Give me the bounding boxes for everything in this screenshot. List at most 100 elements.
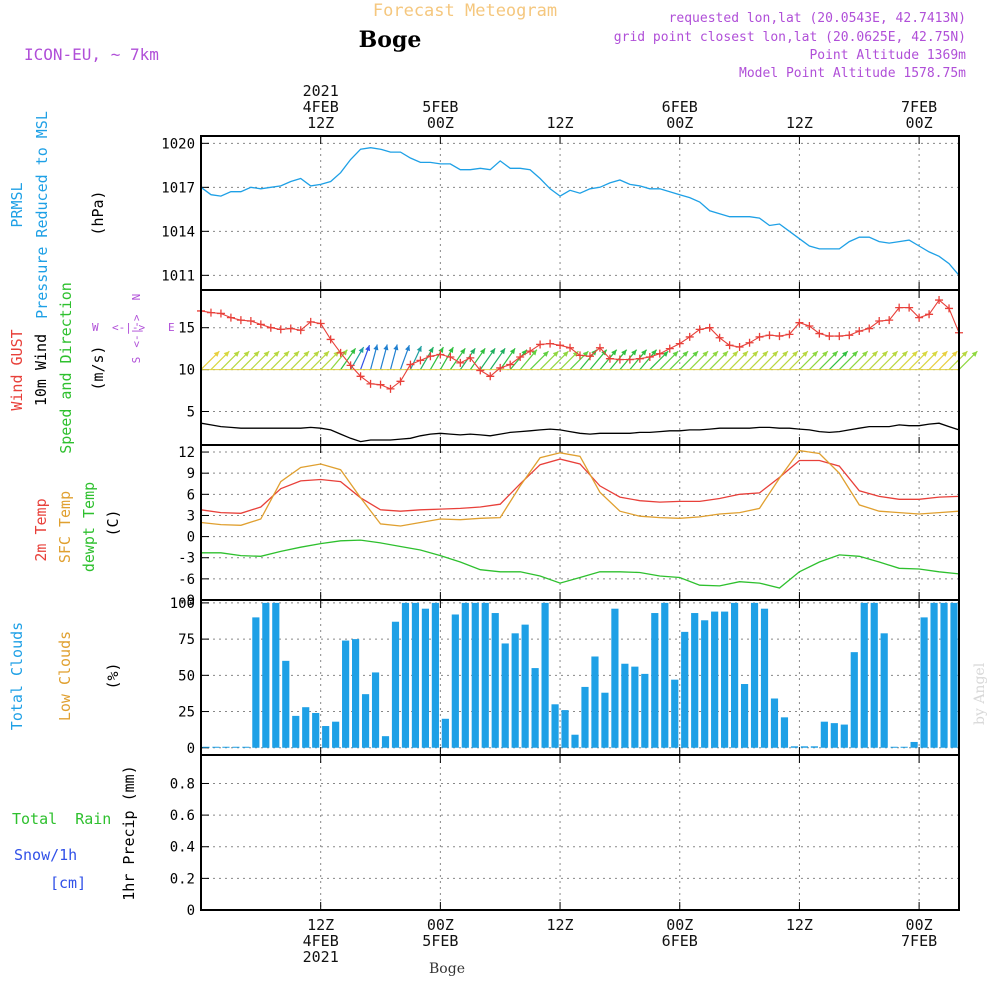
wind-arrowhead — [542, 351, 549, 357]
time-tick-label: 00Z — [906, 916, 933, 934]
gust-marker — [306, 317, 315, 326]
gust-marker — [386, 384, 395, 393]
cloud-bar — [391, 621, 400, 748]
wind-arrowhead — [852, 351, 858, 357]
wind-arrowhead — [832, 351, 838, 357]
panel-4: 0 0.2 0.4 0.6 0.8 — [170, 755, 959, 919]
snow-label: Snow/1h — [14, 846, 77, 864]
y-tick-label: 0 — [187, 530, 195, 546]
cloud-bar — [800, 746, 808, 748]
wind-unit: (m/s) — [89, 345, 107, 390]
cloud-bar — [790, 746, 799, 748]
gridpoint-coords: grid point closest lon,lat (20.0625E, 42… — [614, 30, 966, 45]
wind-arrowhead — [489, 348, 496, 355]
compass-e: E — [168, 321, 175, 334]
cloud-bar — [780, 717, 789, 748]
cloud-bar — [401, 602, 410, 748]
wind-arrowhead — [303, 351, 310, 357]
gust-marker — [286, 324, 295, 333]
cloud-bar — [641, 673, 649, 748]
time-tick-label: 6FEB — [662, 98, 698, 116]
wind-arrowhead — [802, 351, 808, 357]
gust-marker — [745, 338, 754, 347]
compass-w: W — [92, 321, 99, 334]
cloud-bar — [511, 633, 519, 748]
time-tick-label: 12Z — [547, 916, 574, 934]
gust-marker — [416, 356, 425, 365]
y-tick-label: 0.4 — [170, 840, 195, 856]
time-tick-label: 4FEB — [303, 98, 339, 116]
panel-frame — [200, 754, 960, 911]
gust-marker — [206, 308, 215, 317]
cloud-bar — [731, 602, 739, 748]
cloud-bar — [671, 679, 679, 748]
wind-arrowhead — [531, 349, 537, 356]
y-tick-label: -3 — [178, 551, 195, 567]
wind-arrowhead — [722, 351, 729, 357]
wind-arrowhead — [871, 351, 878, 357]
wind-arrowhead — [428, 347, 434, 354]
cloud-bar — [471, 602, 479, 748]
cloud-bar — [501, 643, 509, 748]
cloud-bar — [880, 633, 888, 748]
cloud-bar — [770, 698, 779, 748]
compass-n: N — [130, 294, 143, 301]
cloud-bar — [421, 608, 429, 748]
gust-marker — [226, 313, 235, 322]
cloud-bar — [292, 715, 300, 748]
gust-marker — [825, 332, 834, 341]
cloud-bar — [551, 704, 559, 748]
gust-marker — [486, 372, 495, 381]
y-tick-label: 6 — [187, 487, 195, 503]
gust-marker — [446, 353, 455, 362]
wind-arrowhead — [651, 349, 657, 356]
gust-marker — [296, 326, 305, 335]
cloud-bar — [282, 660, 290, 748]
gust-marker — [456, 358, 465, 367]
time-tick-label: 7FEB — [901, 932, 937, 950]
gust-marker — [845, 331, 854, 340]
wind-arrowhead — [971, 351, 978, 357]
wind-arrowhead — [283, 351, 290, 357]
gust-marker — [635, 354, 644, 363]
cloud-bar — [222, 746, 230, 748]
wind-arrowhead — [772, 351, 778, 357]
gust-marker — [496, 363, 505, 372]
low-clouds-label: Low Clouds — [56, 631, 74, 721]
cloud-bar — [740, 684, 749, 748]
cloud-bar — [820, 721, 828, 748]
gust-marker — [476, 366, 485, 375]
time-tick-label: 12Z — [786, 114, 813, 132]
series-line-wind-gust — [200, 299, 960, 390]
y-tick-label: 15 — [178, 321, 195, 337]
wind-arrowhead — [393, 344, 399, 351]
compass-s: S — [130, 357, 143, 364]
wind-arrowhead — [509, 348, 516, 355]
cloud-bar — [681, 631, 689, 748]
cloud-bar — [890, 746, 898, 748]
panel-3: 0 25 50 75 100 — [170, 596, 959, 757]
compass-arrows-ns: <-|-> — [130, 314, 143, 347]
wind-arrowhead — [263, 351, 270, 357]
gust-marker — [805, 322, 814, 331]
y-tick-label: 5 — [187, 404, 195, 420]
time-tick-label: 12Z — [307, 916, 334, 934]
gust-marker — [276, 325, 285, 334]
y-tick-label: 0.8 — [170, 776, 195, 792]
cloud-bar — [840, 724, 848, 748]
wind-arrowhead — [762, 351, 768, 357]
cloud-bar — [810, 746, 818, 748]
wind-arrowhead — [901, 351, 908, 357]
cloud-bar — [691, 613, 699, 748]
cloud-bar — [661, 602, 669, 748]
wind-arrowhead — [313, 351, 320, 357]
time-tick-label: 2021 — [303, 948, 339, 966]
panel-frame — [200, 289, 960, 446]
wind-10m-label: 10m Wind — [32, 334, 50, 406]
gust-marker — [516, 353, 525, 362]
wind-arrowhead — [373, 344, 379, 351]
gust-marker — [396, 377, 405, 386]
total-clouds-label: Total Clouds — [8, 622, 26, 730]
wind-arrowhead — [405, 345, 410, 352]
